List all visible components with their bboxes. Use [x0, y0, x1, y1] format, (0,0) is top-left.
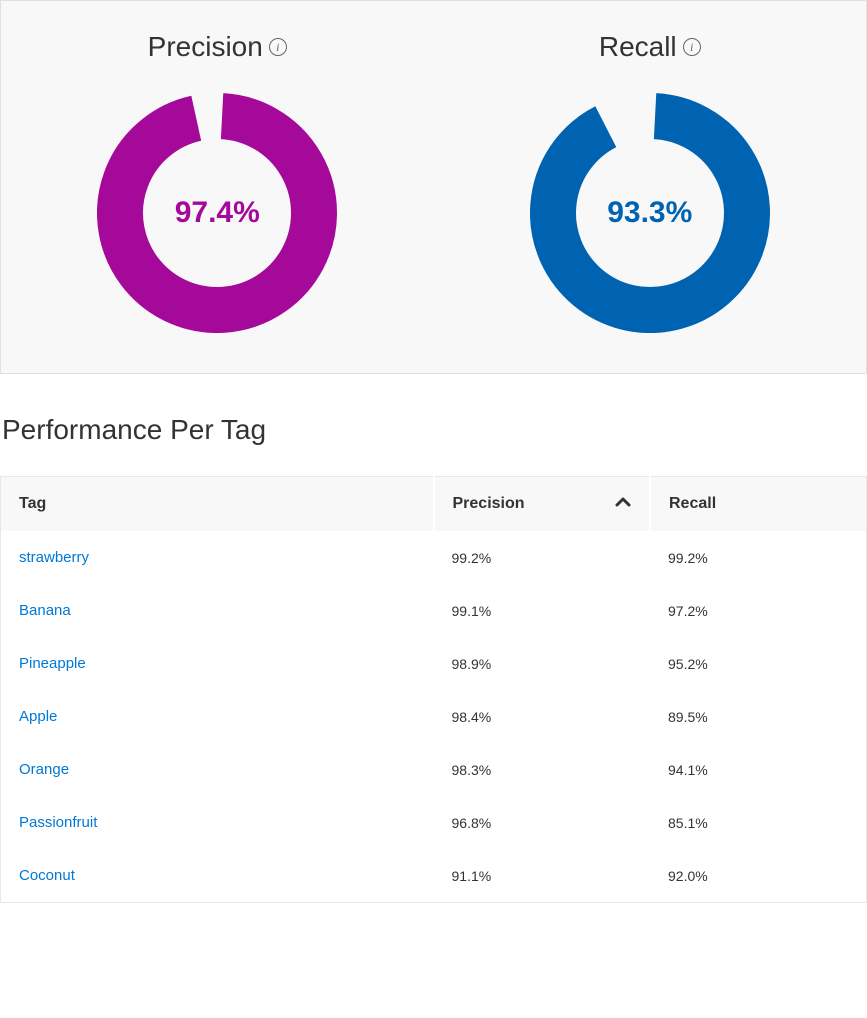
tag-cell: Passionfruit: [1, 796, 434, 849]
tag-cell: Orange: [1, 743, 434, 796]
tag-cell: Coconut: [1, 849, 434, 903]
table-header-row: Tag Precision Recall: [1, 477, 867, 532]
info-icon[interactable]: i: [269, 38, 287, 56]
tag-link[interactable]: Coconut: [19, 867, 75, 884]
precision-cell: 99.2%: [434, 531, 651, 584]
table-row: Pineapple 98.9%95.2%: [1, 637, 867, 690]
tag-link[interactable]: Banana: [19, 602, 71, 619]
recall-cell: 92.0%: [650, 849, 867, 903]
precision-metric: Precision i 97.4%: [97, 31, 337, 333]
info-icon[interactable]: i: [683, 38, 701, 56]
tag-link[interactable]: Orange: [19, 761, 69, 778]
recall-cell: 85.1%: [650, 796, 867, 849]
column-header-recall[interactable]: Recall: [650, 477, 867, 532]
section-title: Performance Per Tag: [2, 414, 867, 446]
precision-cell: 96.8%: [434, 796, 651, 849]
tag-link[interactable]: Apple: [19, 708, 57, 725]
column-label: Recall: [669, 495, 716, 512]
recall-title: Recall i: [599, 31, 701, 63]
recall-label: Recall: [599, 31, 677, 63]
tag-cell: strawberry: [1, 531, 434, 584]
tag-link[interactable]: Pineapple: [19, 655, 86, 672]
precision-label: Precision: [148, 31, 263, 63]
precision-cell: 99.1%: [434, 584, 651, 637]
precision-cell: 98.3%: [434, 743, 651, 796]
column-header-tag[interactable]: Tag: [1, 477, 434, 532]
sort-caret-up-icon: [615, 495, 631, 513]
tag-link[interactable]: strawberry: [19, 549, 89, 566]
tag-cell: Banana: [1, 584, 434, 637]
precision-cell: 98.4%: [434, 690, 651, 743]
precision-donut: 97.4%: [97, 93, 337, 333]
table-row: Orange 98.3%94.1%: [1, 743, 867, 796]
recall-cell: 89.5%: [650, 690, 867, 743]
table-row: strawberry 99.2%99.2%: [1, 531, 867, 584]
table-row: Banana 99.1%97.2%: [1, 584, 867, 637]
recall-cell: 94.1%: [650, 743, 867, 796]
metrics-panel: Precision i 97.4% Recall i 93.3%: [0, 0, 867, 374]
column-header-precision[interactable]: Precision: [434, 477, 651, 532]
precision-cell: 98.9%: [434, 637, 651, 690]
table-row: Apple 98.4%89.5%: [1, 690, 867, 743]
precision-title: Precision i: [148, 31, 287, 63]
tag-cell: Apple: [1, 690, 434, 743]
column-label: Precision: [453, 495, 525, 512]
tag-link[interactable]: Passionfruit: [19, 814, 97, 831]
recall-metric: Recall i 93.3%: [530, 31, 770, 333]
tag-cell: Pineapple: [1, 637, 434, 690]
precision-cell: 91.1%: [434, 849, 651, 903]
column-label: Tag: [19, 495, 46, 512]
performance-table: Tag Precision Recall strawberry 99.2%99.2…: [0, 476, 867, 903]
table-row: Passionfruit 96.8%85.1%: [1, 796, 867, 849]
recall-cell: 95.2%: [650, 637, 867, 690]
recall-cell: 97.2%: [650, 584, 867, 637]
table-row: Coconut 91.1%92.0%: [1, 849, 867, 903]
recall-donut: 93.3%: [530, 93, 770, 333]
precision-value: 97.4%: [97, 93, 337, 333]
recall-cell: 99.2%: [650, 531, 867, 584]
recall-value: 93.3%: [530, 93, 770, 333]
